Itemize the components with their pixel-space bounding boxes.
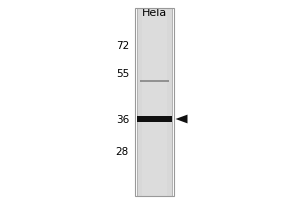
Bar [142,8,167,196]
Text: 28: 28 [116,147,129,157]
Bar [135,8,174,196]
Bar [136,116,172,122]
Text: 36: 36 [116,115,129,125]
Text: 72: 72 [116,41,129,51]
Bar [136,8,172,196]
Bar [140,80,169,82]
Text: Hela: Hela [142,8,167,18]
Polygon shape [176,115,188,123]
Text: 55: 55 [116,69,129,79]
